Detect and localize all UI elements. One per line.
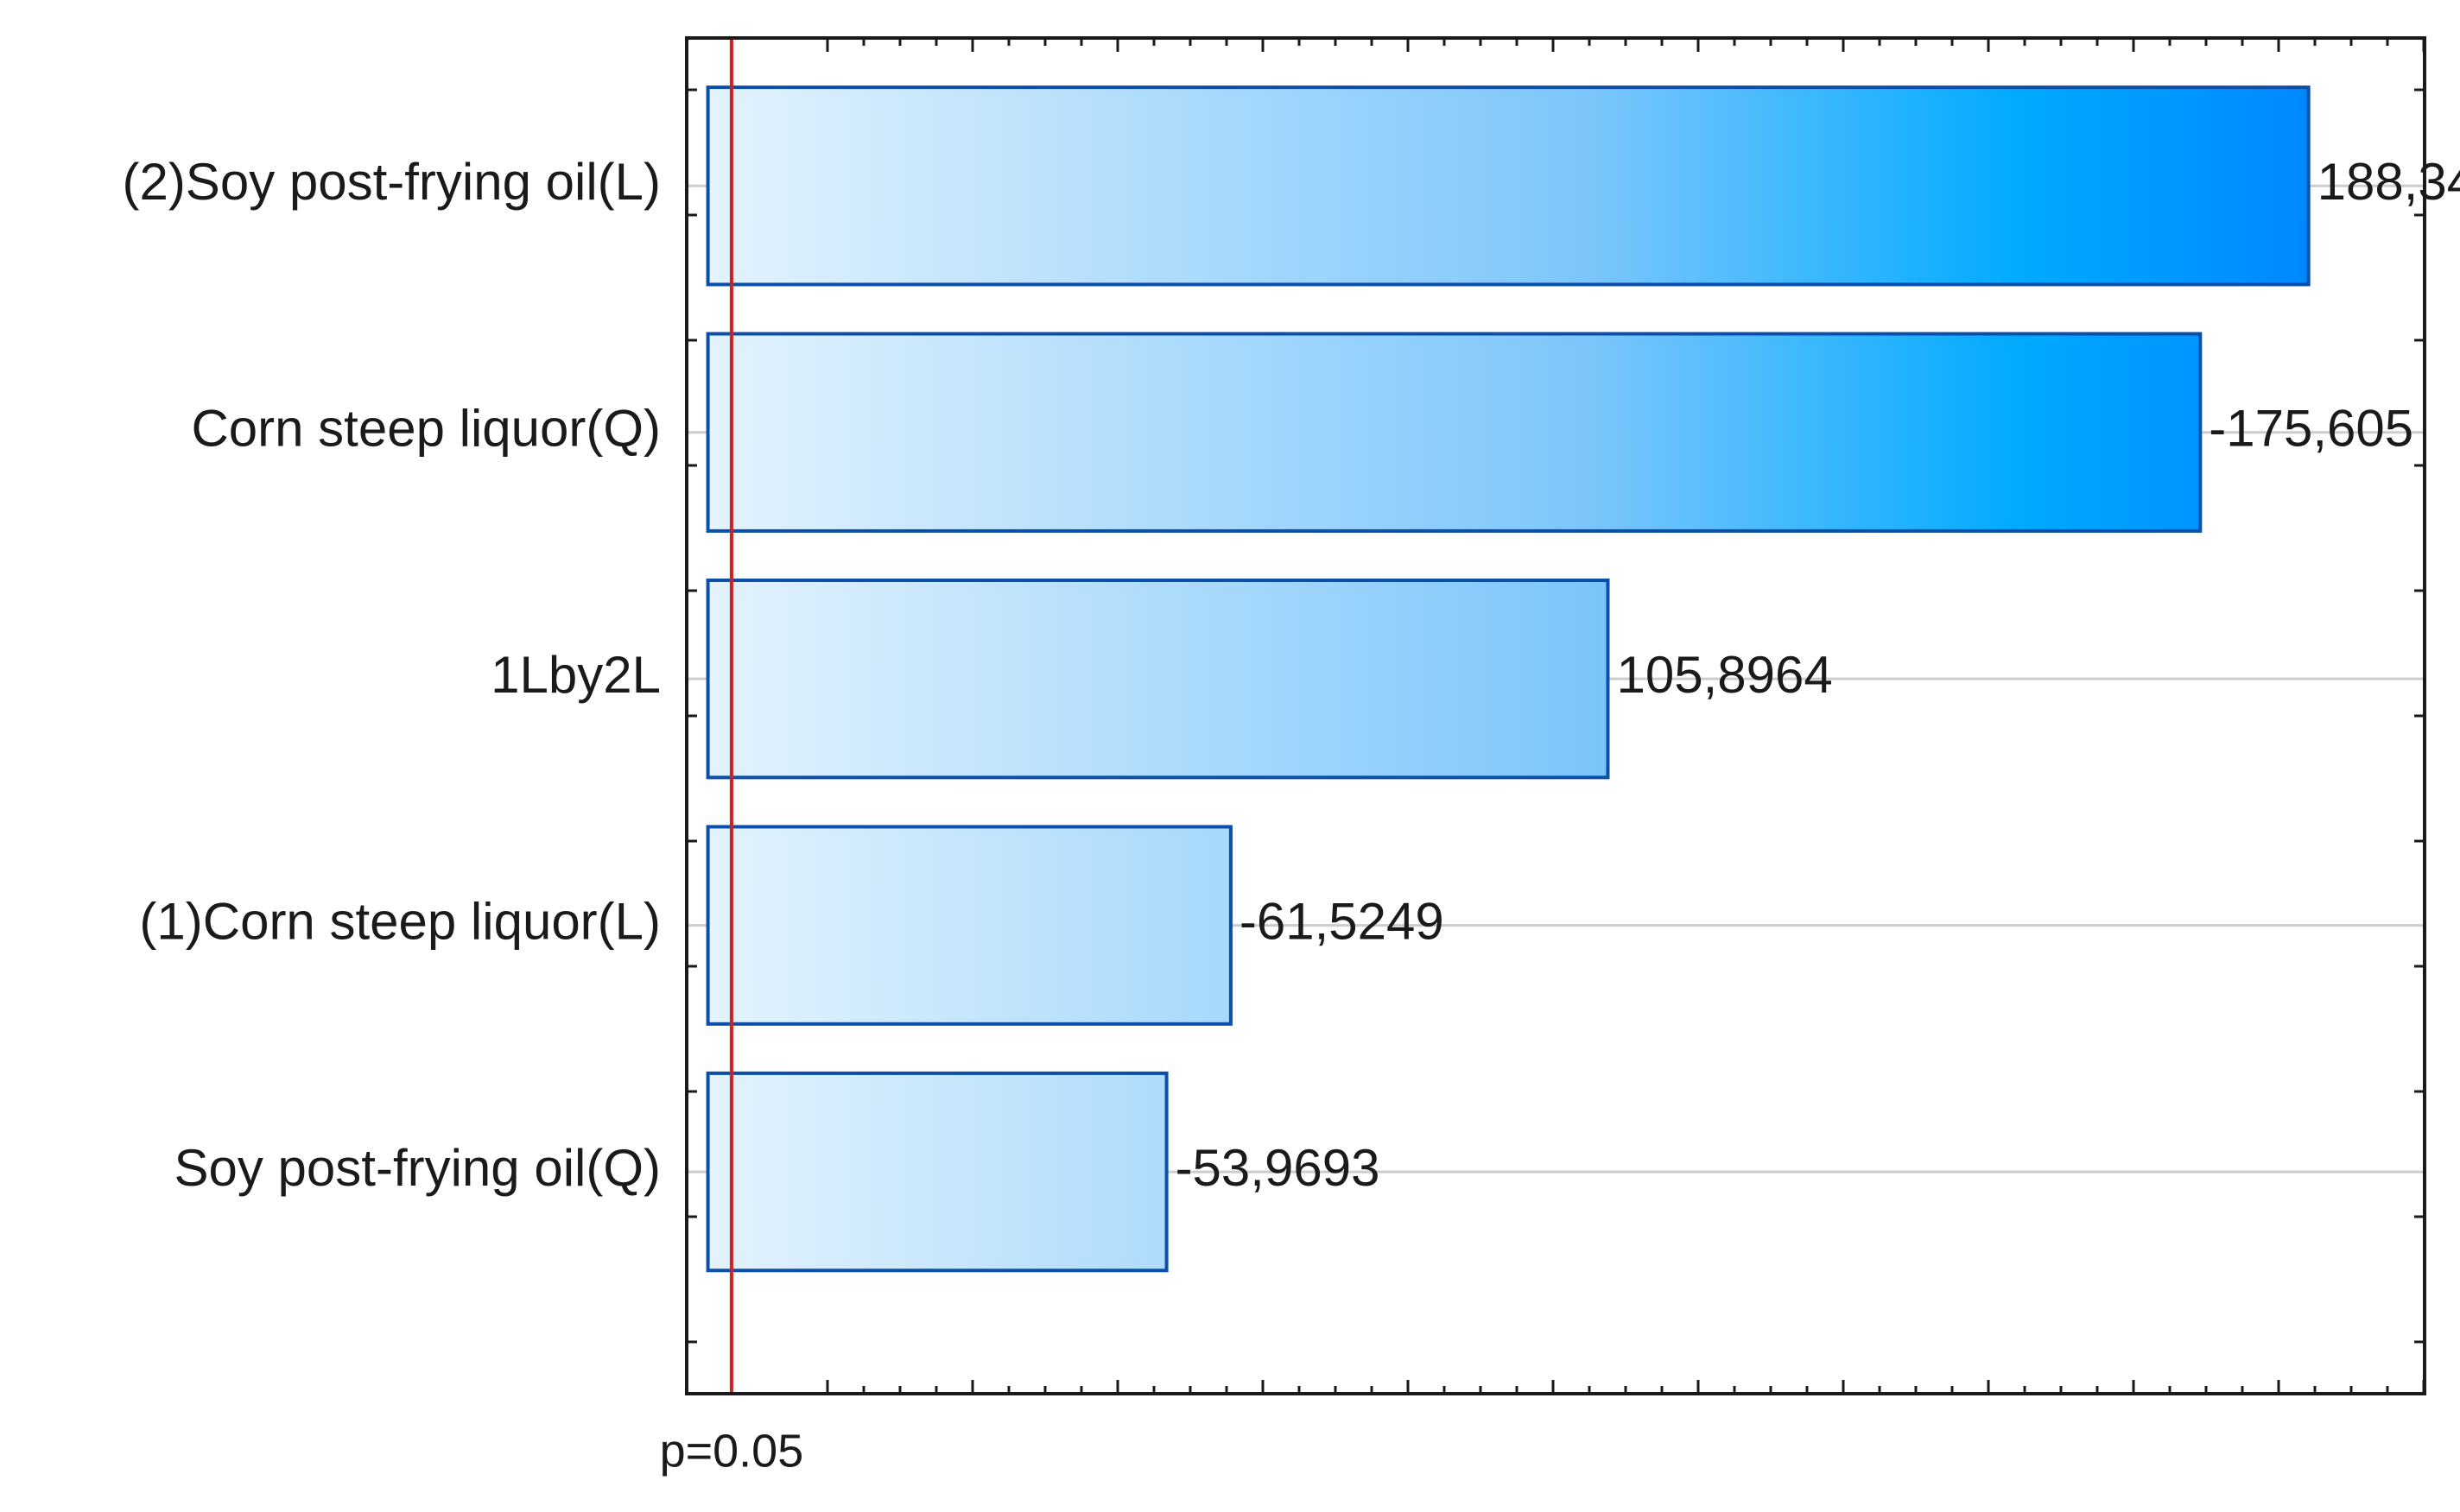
value-label: -175,605 bbox=[2209, 400, 2413, 458]
bar bbox=[706, 332, 2203, 533]
bar bbox=[706, 579, 1610, 780]
bar bbox=[706, 825, 1233, 1026]
value-label: -53,9693 bbox=[1176, 1139, 1380, 1197]
value-label: -61,5249 bbox=[1240, 892, 1444, 950]
reference-line-group: p=0.05 bbox=[660, 38, 804, 1477]
category-label: (1)Corn steep liquor(L) bbox=[139, 892, 661, 950]
category-label: (2)Soy post-frying oil(L) bbox=[122, 153, 661, 211]
value-labels: 188,3428 -175,605 105,8964 -61,5249 -53,9693 bbox=[1176, 153, 2460, 1197]
value-label: 105,8964 bbox=[1616, 646, 1832, 704]
bar bbox=[706, 1071, 1169, 1273]
category-label: Corn steep liquor(Q) bbox=[191, 400, 661, 458]
reference-line-label: p=0.05 bbox=[660, 1425, 804, 1477]
bar bbox=[706, 85, 2311, 287]
category-label: 1Lby2L bbox=[491, 646, 661, 704]
category-labels: (2)Soy post-frying oil(L) Corn steep liqu… bbox=[122, 153, 661, 1197]
category-label: Soy post-frying oil(Q) bbox=[174, 1139, 662, 1197]
plot-frame-group bbox=[685, 36, 2426, 1395]
value-label: 188,3428 bbox=[2317, 153, 2460, 211]
bars bbox=[706, 85, 2311, 1273]
